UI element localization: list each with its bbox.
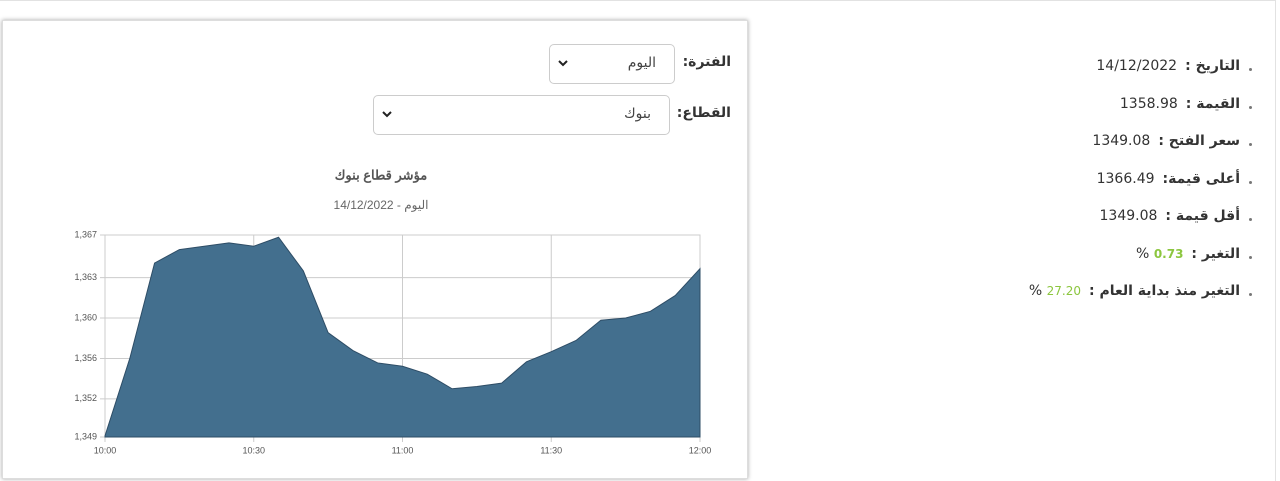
area [104,236,701,438]
info-label: القيمة : [1185,95,1240,112]
chevron [382,111,392,118]
info-label: التغير منذ بداية العام : [1088,283,1240,299]
chart-subtitle: اليوم - 14/12/2022 [334,198,429,212]
x-tick-label: 10:30 [242,445,265,455]
y-tick-label: 1,352 [74,393,97,403]
y-tick-label: 1,356 [74,353,97,363]
info-value: 1366.49 [1096,170,1155,187]
chart: مؤشر قطاع بنوك اليوم - 14/12/2022 1,349 1… [74,167,712,455]
info-row: سعر الفتح : 1349.08 [1029,133,1253,171]
info-row: أعلى قيمة: 1366.49 [1029,170,1253,209]
x-tick-label: 10:00 [94,445,117,455]
period-label: الفترة: [682,54,731,70]
info-value: 1358.98 [1119,95,1178,112]
info-unit: % [1028,283,1043,299]
info-label: أقل قيمة : [1165,208,1240,224]
info-label: سعر الفتح : [1158,133,1240,149]
info-unit: % [1136,245,1150,262]
info-value: 27.20 [1046,284,1081,298]
period-select[interactable]: اليوم [549,44,675,84]
y-tick-label: 1,363 [74,272,97,282]
info-row: التغير منذ بداية العام : 27.20 % [1028,283,1253,321]
info-row: التغير : 0.73 % [1029,245,1253,284]
chart-title: مؤشر قطاع بنوك [335,167,428,183]
chart-card: الفترة: اليوم القطاع: بنوك مؤشر قطاع بنو… [2,20,748,479]
info-row: أقل قيمة : 1349.08 [1029,208,1253,246]
sector-value: بنوك [624,106,651,122]
y-tick-label: 1,349 [74,431,97,441]
divider [1275,0,1276,481]
x-tick-label: 12:00 [689,445,712,455]
y-tick-label: 1,367 [74,229,97,239]
x-tick-label: 11:00 [392,445,414,455]
y-tick-label: 1,360 [74,312,97,322]
sector-select[interactable]: بنوك [373,95,670,135]
info-value: 1349.08 [1092,133,1151,149]
x-tick-label: 11:30 [540,445,562,455]
info-value: 0.73 [1153,246,1184,261]
period-value: اليوم [627,55,656,71]
info-value: 14/12/2022 [1096,58,1178,74]
info-row: القيمة : 1358.98 [1029,95,1253,134]
info-label: التغير : [1191,245,1240,262]
info-row: التاريخ : 14/12/2022 [1029,58,1253,96]
sector-label: القطاع: [676,105,731,121]
info-list: التاريخ : 14/12/2022 القيمة : 1358.98 سعر ال… [1028,58,1253,321]
divider [0,0,1276,1]
info-value: 1349.08 [1099,208,1158,224]
info-label: أعلى قيمة: [1162,170,1240,187]
info-label: التاريخ : [1185,58,1240,74]
chevron [558,60,568,67]
